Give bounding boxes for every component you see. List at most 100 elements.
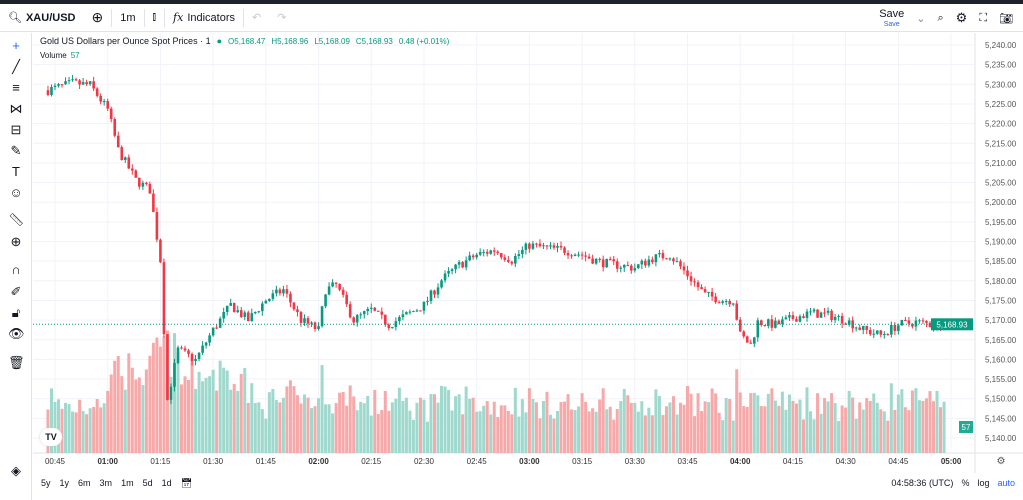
auto-toggle[interactable]: auto (997, 478, 1015, 488)
compare-button[interactable]: ⊕ (83, 8, 111, 28)
candle-body (591, 258, 594, 264)
volume-bar (274, 400, 278, 453)
time-tick-label: 01:30 (203, 457, 224, 466)
range-5y[interactable]: 5y (41, 478, 51, 488)
range-6m[interactable]: 6m (78, 478, 91, 488)
candle-body (53, 85, 57, 88)
redo-button[interactable]: ↷ (277, 12, 287, 24)
text-icon[interactable]: T (12, 164, 20, 179)
symbol-search-button[interactable]: 🔍︎ XAU/USD (8, 11, 76, 25)
volume-bar (563, 401, 567, 453)
horizontal-lines-icon[interactable]: ≡ (12, 80, 20, 95)
price-chart[interactable]: 5,240.00 5,235.00 5,230.00 5,225.00 5,220.00… (33, 33, 1023, 473)
volume-bar (172, 333, 176, 453)
price-tick-label: 5,170.00 (985, 316, 1017, 325)
volume-bar (232, 383, 236, 453)
indicators-button[interactable]: fx Indicators (173, 11, 236, 24)
time-tick-label: 00:45 (45, 457, 66, 466)
candle-body (123, 157, 127, 160)
camera-icon[interactable]: 📷︎ (999, 12, 1013, 25)
price-tick-label: 5,235.00 (985, 61, 1017, 70)
range-1d[interactable]: 1d (161, 478, 172, 488)
go-to-date-icon[interactable]: 📅︎ (180, 477, 193, 488)
volume-bar (366, 395, 370, 453)
projection-icon[interactable]: ⊟ (10, 122, 22, 137)
chart-legend: Gold US Dollars per Ounce Spot Prices · … (40, 36, 449, 46)
log-toggle[interactable]: log (977, 478, 990, 488)
volume-bar (531, 398, 535, 453)
volume-bar (102, 403, 106, 453)
candle-body (559, 245, 563, 248)
volume-bar (433, 394, 437, 453)
fullscreen-icon[interactable]: ⛶ (979, 11, 988, 24)
price-tick-label: 5,155.00 (985, 375, 1017, 384)
bottom-right-controls: 04:58:36 (UTC) % log auto (891, 473, 1015, 493)
range-1m[interactable]: 1m (121, 478, 134, 488)
brush-icon[interactable]: ✎ (10, 143, 22, 158)
volume-legend: Volume 57 (40, 51, 80, 60)
trash-icon[interactable]: 🗑︎ (8, 355, 25, 370)
chart-type-button[interactable]: ⫾ (145, 8, 165, 28)
pattern-icon[interactable]: ⋈ (9, 101, 23, 116)
candle-body (190, 353, 194, 361)
candle-body (159, 239, 162, 263)
time-tick-label: 02:30 (414, 457, 435, 466)
candle-body (665, 258, 668, 260)
candle-body (398, 317, 401, 322)
chevron-down-icon[interactable]: ⌄ (916, 12, 926, 25)
price-tick-label: 5,165.00 (985, 336, 1017, 345)
candle-body (222, 312, 225, 319)
candle-body (102, 101, 106, 103)
volume-bar (415, 402, 419, 453)
save-button[interactable]: Save Save (879, 7, 905, 28)
candle-body (264, 300, 268, 304)
volume-bar (538, 418, 542, 453)
volume-bar (352, 396, 356, 453)
ruler-icon[interactable]: 📏︎ (8, 212, 25, 227)
candle-body (239, 310, 243, 317)
crosshair-icon[interactable]: + (12, 38, 20, 53)
zoom-in-icon[interactable]: ⊕ (10, 234, 22, 249)
range-3m[interactable]: 3m (99, 478, 113, 488)
candle-body (464, 260, 468, 268)
magnet-icon[interactable]: ∩ (11, 262, 21, 277)
candle-body (605, 258, 608, 268)
eye-icon[interactable]: 👁︎ (8, 326, 25, 341)
candle-body (57, 84, 60, 86)
candle-body (355, 315, 359, 323)
volume-bar (854, 418, 858, 453)
candle-body (531, 243, 535, 249)
interval-button[interactable]: 1m (120, 11, 136, 24)
volume-bar (281, 397, 285, 453)
range-bar: 5y 1y 6m 3m 1m 5d 1d 📅︎ (33, 473, 1023, 493)
range-5d[interactable]: 5d (142, 478, 153, 488)
lock-drawing-icon[interactable]: ✐ (10, 284, 22, 299)
lock-icon[interactable]: 🔓︎ (11, 305, 21, 320)
percent-toggle[interactable]: % (961, 478, 970, 488)
emoji-icon[interactable]: ☺ (9, 185, 23, 200)
undo-button[interactable]: ↶ (252, 12, 262, 24)
tradingview-logo[interactable]: TV (40, 428, 62, 446)
gear-icon[interactable]: ⚙ (955, 10, 968, 25)
candle-body (313, 322, 317, 329)
volume-bar (879, 409, 883, 453)
trend-line-icon[interactable]: ╱ (12, 59, 20, 74)
layers-icon[interactable]: ◈ (11, 463, 21, 478)
volume-bar (74, 412, 78, 453)
volume-bar (387, 410, 391, 453)
range-1y[interactable]: 1y (59, 478, 70, 488)
candle-body (99, 95, 102, 102)
candle-body (577, 254, 580, 256)
volume-bar (784, 409, 788, 453)
candle-body (71, 79, 74, 81)
candle-body (528, 243, 531, 249)
volume-bar (306, 397, 310, 453)
volume-bar (844, 407, 848, 453)
last-price-label: 5,168.93 (936, 320, 968, 329)
axis-settings-icon[interactable]: ⚙ (997, 456, 1006, 467)
quick-search-icon[interactable]: ⌕ (937, 11, 944, 24)
volume-bar (345, 405, 349, 453)
time-tick-label: 04:30 (836, 457, 857, 466)
candle-body (573, 254, 577, 256)
volume-bar (636, 411, 640, 453)
